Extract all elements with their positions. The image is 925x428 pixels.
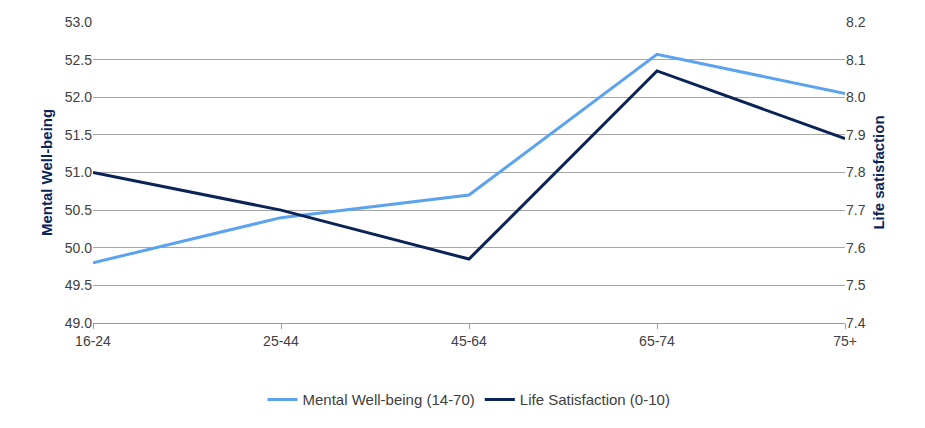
- svg-text:50.0: 50.0: [65, 240, 92, 256]
- svg-text:Life satisfaction: Life satisfaction: [870, 115, 887, 229]
- svg-text:8.2: 8.2: [846, 14, 866, 30]
- svg-text:49.0: 49.0: [65, 315, 92, 331]
- svg-text:51.0: 51.0: [65, 164, 92, 180]
- svg-text:49.5: 49.5: [65, 277, 92, 293]
- svg-text:45-64: 45-64: [451, 333, 487, 349]
- svg-text:Mental Well-being: Mental Well-being: [38, 109, 55, 236]
- svg-text:65-74: 65-74: [639, 333, 675, 349]
- svg-text:16-24: 16-24: [75, 333, 111, 349]
- svg-text:8.1: 8.1: [846, 52, 866, 68]
- svg-text:53.0: 53.0: [65, 14, 92, 30]
- svg-text:75+: 75+: [833, 333, 857, 349]
- svg-text:7.5: 7.5: [846, 277, 866, 293]
- svg-text:Life Satisfaction (0-10): Life Satisfaction (0-10): [520, 391, 670, 408]
- svg-text:25-44: 25-44: [263, 333, 299, 349]
- svg-text:52.5: 52.5: [65, 52, 92, 68]
- svg-text:7.4: 7.4: [846, 315, 866, 331]
- svg-text:7.9: 7.9: [846, 127, 866, 143]
- svg-text:7.6: 7.6: [846, 240, 866, 256]
- svg-text:7.8: 7.8: [846, 164, 866, 180]
- svg-text:8.0: 8.0: [846, 89, 866, 105]
- svg-text:50.5: 50.5: [65, 202, 92, 218]
- svg-text:52.0: 52.0: [65, 89, 92, 105]
- svg-text:Mental Well-being (14-70): Mental Well-being (14-70): [303, 391, 475, 408]
- svg-text:51.5: 51.5: [65, 127, 92, 143]
- svg-text:7.7: 7.7: [846, 202, 866, 218]
